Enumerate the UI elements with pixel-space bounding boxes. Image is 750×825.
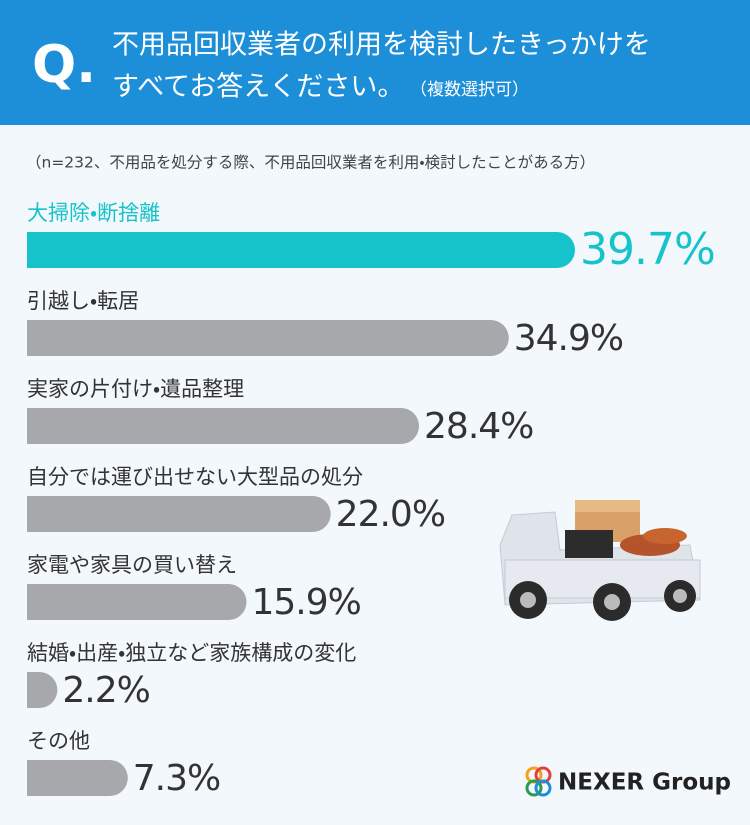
- category-label: 引越し・転居: [27, 289, 139, 313]
- bar: [27, 584, 247, 620]
- bar: [27, 672, 58, 708]
- header: [0, 0, 750, 125]
- chart-title: 不用品回収業者の利用を検討したきっかけを: [112, 30, 651, 61]
- value-label: 34.9%: [514, 318, 623, 359]
- category-label: 結婚・出産・独立など家族構成の変化: [27, 641, 356, 665]
- value-label: 15.9%: [251, 582, 360, 623]
- bar: [27, 408, 420, 444]
- value-label: 28.4%: [424, 406, 533, 447]
- logo-icon: [525, 766, 552, 797]
- category-label: 大掃除・断捨離: [27, 201, 160, 225]
- bar: [27, 496, 331, 532]
- value-label: 2.2%: [62, 670, 149, 711]
- q-mark: Q.: [32, 35, 96, 95]
- truck-illustration: [499, 500, 701, 621]
- title-note: （複数選択可）: [410, 80, 529, 100]
- bar: [27, 320, 509, 356]
- value-label: 39.7%: [580, 224, 715, 275]
- subtitle: （n=232、不用品を処分する際、不用品回収業者を利用・検討したことがある方）: [26, 154, 595, 172]
- category-label: 自分では運び出せない大型品の処分: [27, 465, 363, 489]
- logo: NEXER Group: [558, 770, 731, 796]
- chart-title-line2: すべてお答えください。: [112, 72, 404, 103]
- category-label: その他: [27, 729, 90, 753]
- bar: [27, 232, 575, 268]
- value-label: 22.0%: [336, 494, 445, 535]
- category-label: 家電や家具の買い替え: [27, 553, 237, 577]
- category-label: 実家の片付け・遺品整理: [27, 377, 244, 401]
- value-label: 7.3%: [133, 758, 220, 799]
- bar: [27, 760, 128, 796]
